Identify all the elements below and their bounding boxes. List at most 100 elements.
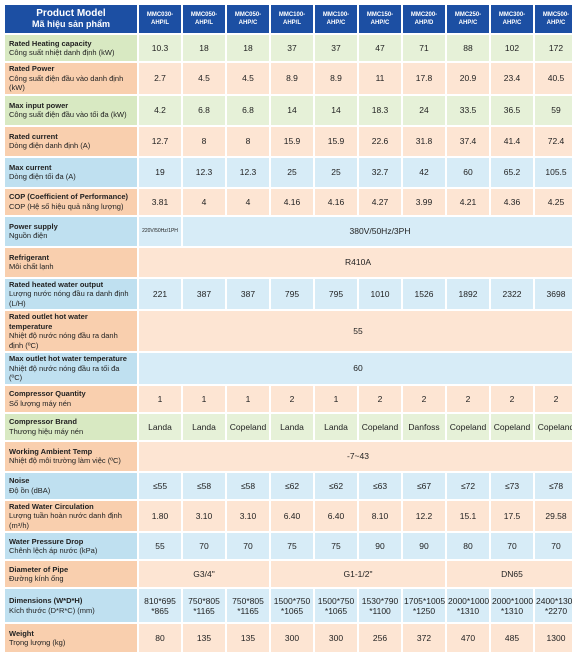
spec-value: 70 bbox=[491, 533, 533, 559]
spec-value: ≤55 bbox=[139, 472, 181, 499]
spec-value: 22.6 bbox=[359, 126, 401, 156]
spec-value: 4.16 bbox=[271, 188, 313, 215]
spec-value: 6.8 bbox=[183, 95, 225, 125]
spec-label-vi: Nhiệt độ môi trường làm việc (ºC) bbox=[9, 456, 121, 465]
spec-value: 1300 bbox=[535, 624, 572, 652]
spec-value: 37.4 bbox=[447, 126, 489, 156]
model-header: MMC200- AHP/D bbox=[403, 5, 445, 33]
spec-label: Max input power Công suất điện đầu vào tố… bbox=[5, 95, 137, 125]
spec-value: 221 bbox=[139, 278, 181, 309]
spec-label-vi: Lượng tuần hoàn nước danh định (m³/h) bbox=[9, 511, 122, 530]
spec-value: 24 bbox=[403, 95, 445, 125]
spec-value: 8 bbox=[183, 126, 225, 156]
spec-value: 17.8 bbox=[403, 63, 445, 94]
spec-value: 4.5 bbox=[227, 63, 269, 94]
spec-value: Landa bbox=[271, 413, 313, 440]
spec-value: 6.40 bbox=[315, 500, 357, 531]
spec-value: 172 bbox=[535, 35, 572, 61]
spec-label-en: Rated outlet hot water temperature bbox=[9, 312, 88, 331]
spec-label-vi: Dòng điện danh định (A) bbox=[9, 141, 91, 150]
spec-value: 105.5 bbox=[535, 157, 572, 187]
spec-label-vi: Trọng lượng (kg) bbox=[9, 638, 66, 647]
model-header: MMC500- AHP/C bbox=[535, 5, 572, 33]
model-header: MMC050- AHP/C bbox=[227, 5, 269, 33]
spec-value: ≤58 bbox=[183, 472, 225, 499]
spec-label-vi: Số lượng máy nén bbox=[9, 398, 72, 408]
spec-label-en: Max current bbox=[9, 162, 52, 172]
spec-value: 23.4 bbox=[491, 63, 533, 94]
spec-label: Compressor Quantity Số lượng máy nén bbox=[5, 385, 137, 412]
spec-value-merged: -7~43 bbox=[139, 441, 572, 471]
spec-row: Rated Heating capacity Công suất nhiệt da… bbox=[5, 35, 572, 61]
spec-label-en: Dimensions (W*D*H) bbox=[9, 596, 83, 605]
spec-label-en: COP (Coefficient of Performance) bbox=[9, 192, 129, 201]
spec-value: 387 bbox=[227, 278, 269, 309]
spec-value: 15.9 bbox=[315, 126, 357, 156]
spec-value: 220V/50Hz/1PH bbox=[139, 216, 181, 246]
spec-value: 256 bbox=[359, 624, 401, 652]
spec-value: 15.1 bbox=[447, 500, 489, 531]
spec-value: 29.58 bbox=[535, 500, 572, 531]
spec-value: 71 bbox=[403, 35, 445, 61]
spec-label: Rated Water Circulation Lượng tuần hoàn n… bbox=[5, 500, 137, 531]
spec-value: 300 bbox=[271, 624, 313, 652]
spec-value: 8.9 bbox=[271, 63, 313, 94]
spec-label-en: Power supply bbox=[9, 221, 58, 231]
spec-value: 18 bbox=[183, 35, 225, 61]
header-row: Product Model Mã hiệu sản phẩm MMC030- A… bbox=[5, 5, 572, 33]
spec-value: 3.81 bbox=[139, 188, 181, 215]
spec-label-en: Rated Power bbox=[9, 64, 55, 73]
spec-value: 1500*750 *1065 bbox=[315, 589, 357, 622]
spec-value: Landa bbox=[183, 413, 225, 440]
spec-label: Water Pressure Drop Chênh lệch áp nước (k… bbox=[5, 533, 137, 559]
spec-value: 3.10 bbox=[227, 500, 269, 531]
spec-label: Rated Power Công suất điện đầu vào danh đ… bbox=[5, 63, 137, 94]
spec-row: Compressor Quantity Số lượng máy nén 1 1 1 2 1… bbox=[5, 385, 572, 412]
spec-value-merged: R410A bbox=[139, 247, 572, 277]
spec-value: 55 bbox=[139, 533, 181, 559]
spec-value: 1500*750 *1065 bbox=[271, 589, 313, 622]
spec-label-en: Max input power bbox=[9, 100, 69, 110]
spec-row: Rated heated water output Lượng nước nóng… bbox=[5, 278, 572, 309]
model-header: MMC050- AHP/L bbox=[183, 5, 225, 33]
spec-value: 17.5 bbox=[491, 500, 533, 531]
spec-value-merged: 380V/50Hz/3PH bbox=[183, 216, 572, 246]
spec-value: 2 bbox=[491, 385, 533, 412]
model-header: MMC250- AHP/C bbox=[447, 5, 489, 33]
spec-label-en: Compressor Brand bbox=[9, 417, 77, 426]
model-header: MMC150- AHP/C bbox=[359, 5, 401, 33]
spec-value: Copeland bbox=[359, 413, 401, 440]
spec-value: 75 bbox=[271, 533, 313, 559]
spec-value: 36.5 bbox=[491, 95, 533, 125]
spec-label-en: Diameter of Pipe bbox=[9, 564, 69, 574]
spec-value: 25 bbox=[271, 157, 313, 187]
spec-value: 2322 bbox=[491, 278, 533, 309]
product-model-subtitle: Mã hiệu sản phẩm bbox=[31, 19, 111, 29]
spec-value: 37 bbox=[271, 35, 313, 61]
spec-value: 2400*1300 *2270 bbox=[535, 589, 572, 622]
spec-row: Rated outlet hot water temperature Nhiệt … bbox=[5, 311, 572, 351]
spec-value: 18 bbox=[227, 35, 269, 61]
spec-row: Power supply Nguồn điện 220V/50Hz/1PH 380V/… bbox=[5, 216, 572, 246]
spec-body: Rated Heating capacity Công suất nhiệt da… bbox=[5, 35, 572, 652]
spec-value: 20.9 bbox=[447, 63, 489, 94]
spec-value: 11 bbox=[359, 63, 401, 94]
spec-value: ≤72 bbox=[447, 472, 489, 499]
spec-value: 70 bbox=[535, 533, 572, 559]
spec-row: Dimensions (W*D*H) Kích thước (D*R*C) (mm… bbox=[5, 589, 572, 622]
spec-value: 3.10 bbox=[183, 500, 225, 531]
spec-value: 750*805 *1165 bbox=[227, 589, 269, 622]
spec-value: 70 bbox=[183, 533, 225, 559]
product-model-header: Product Model Mã hiệu sản phẩm bbox=[5, 5, 137, 33]
spec-row: Max input power Công suất điện đầu vào tố… bbox=[5, 95, 572, 125]
spec-value: 15.9 bbox=[271, 126, 313, 156]
spec-value: 14 bbox=[271, 95, 313, 125]
spec-label-en: Working Ambient Temp bbox=[9, 446, 93, 456]
spec-value: ≤73 bbox=[491, 472, 533, 499]
spec-label-en: Rated Water Circulation bbox=[9, 501, 94, 511]
spec-value: 32.7 bbox=[359, 157, 401, 187]
spec-label-vi: Kích thước (D*R*C) (mm) bbox=[9, 605, 95, 615]
spec-value: 25 bbox=[315, 157, 357, 187]
spec-value: 4.5 bbox=[183, 63, 225, 94]
spec-value: 2 bbox=[359, 385, 401, 412]
